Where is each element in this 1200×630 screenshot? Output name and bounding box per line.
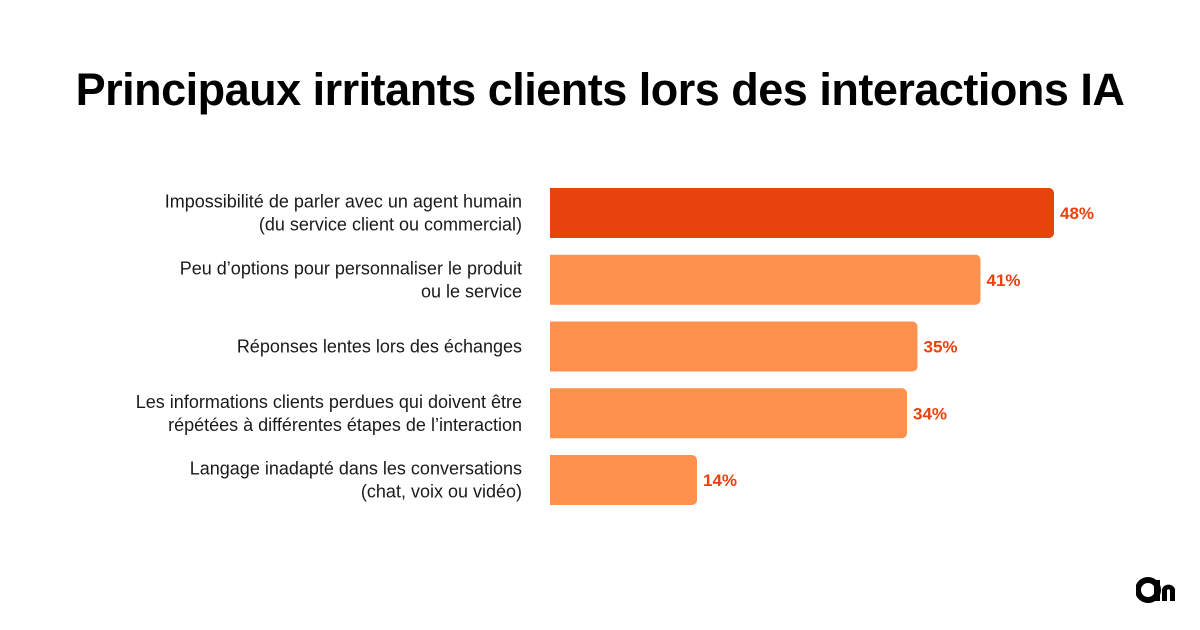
category-label-line: Réponses lentes lors des échanges — [237, 337, 522, 357]
bar-2 — [550, 254, 981, 305]
value-label-2: 41% — [987, 271, 1021, 290]
category-label-line: répétées à différentes étapes de l’inter… — [168, 415, 522, 435]
category-label-line: Peu d’options pour personnaliser le prod… — [180, 258, 522, 278]
value-label-1: 48% — [1060, 204, 1094, 223]
category-label-line: Impossibilité de parler avec un agent hu… — [165, 192, 522, 212]
value-label-3: 35% — [924, 338, 958, 357]
category-label-line: (chat, voix ou vidéo) — [361, 482, 522, 502]
category-label-2: Peu d’options pour personnaliser le prod… — [180, 258, 522, 301]
category-label-line: ou le service — [421, 281, 522, 301]
bar-3 — [550, 321, 918, 372]
brand-logo-icon — [1136, 577, 1175, 603]
category-label-line: Les informations clients perdues qui doi… — [136, 392, 522, 412]
category-label-3: Réponses lentes lors des échanges — [237, 337, 522, 357]
chart-title: Principaux irritants clients lors des in… — [75, 64, 1125, 115]
category-label-line: (du service client ou commercial) — [259, 215, 522, 235]
value-label-5: 14% — [703, 471, 737, 490]
bar-1 — [550, 188, 1054, 238]
category-label-4: Les informations clients perdues qui doi… — [136, 392, 522, 435]
category-label-line: Langage inadapté dans les conversations — [190, 459, 522, 479]
category-label-5: Langage inadapté dans les conversations (… — [190, 459, 522, 502]
bar-4 — [550, 388, 907, 439]
value-label-4: 34% — [913, 404, 947, 423]
bar-5 — [550, 455, 697, 505]
category-label-1: Impossibilité de parler avec un agent hu… — [165, 192, 522, 235]
